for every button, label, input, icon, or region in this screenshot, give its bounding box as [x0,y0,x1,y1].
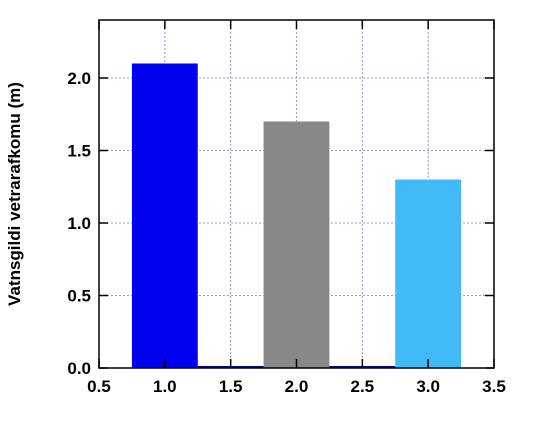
x-tick-label: 2.0 [285,377,309,396]
x-tick-label: 1.5 [219,377,243,396]
ticks [98,20,495,369]
bar [263,121,330,368]
bar [131,63,198,368]
y-tick-label: 1.0 [67,214,91,233]
x-tick-label: 2.5 [351,377,375,396]
x-tick-label: 3.5 [482,377,506,396]
y-tick-label: 1.5 [67,142,91,161]
bar [395,179,462,368]
x-tick-label: 1.0 [153,377,177,396]
y-tick-label: 2.0 [67,69,91,88]
bars [131,63,462,368]
y-axis-title: Vatnsgildi vetrarafkomu (m) [5,82,24,306]
x-tick-label: 0.5 [87,377,111,396]
y-tick-label: 0.0 [67,359,91,378]
x-tick-label: 3.0 [416,377,440,396]
tick-labels: 0.5 1.0 1.5 2.0 2.5 3.0 3.50.00.51.01.52.0 [67,69,505,396]
y-tick-label: 0.5 [67,287,91,306]
